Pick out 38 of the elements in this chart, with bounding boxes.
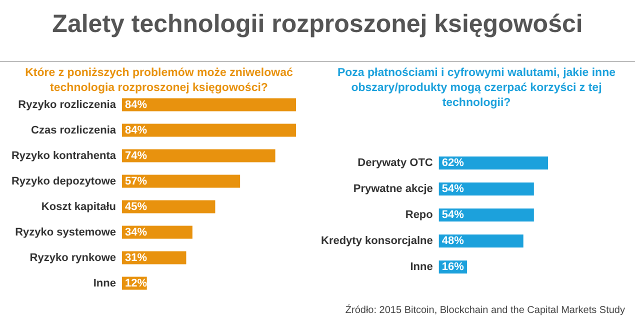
data-label: 54% bbox=[442, 183, 464, 195]
bar bbox=[122, 124, 296, 137]
y-tick-label: Ryzyko systemowe bbox=[15, 226, 116, 238]
y-tick-label: Ryzyko rozliczenia bbox=[18, 98, 117, 111]
bar bbox=[122, 98, 296, 112]
chart-title: Zalety technologii rozproszonej księgowości bbox=[51, 10, 584, 39]
chart-title: Poza płatnościami i cyfrowymi walutami, jakie inne obszary/produkty mogą czerpać korzyści z tej technologii? bbox=[336, 66, 616, 111]
data-label: 84% bbox=[125, 98, 148, 111]
data-label: 48% bbox=[442, 235, 464, 247]
data-label: 57% bbox=[125, 175, 148, 188]
chart-subtitle: Które z poniższych problemów może zniwelować technologia rozproszonej księgowości? bbox=[24, 66, 294, 96]
data-label: 31% bbox=[125, 252, 148, 264]
bar bbox=[438, 208, 534, 222]
y-tick-label: Derywaty OTC bbox=[358, 157, 433, 169]
bar bbox=[122, 200, 216, 214]
y-tick-label: Prywatne akcje bbox=[353, 183, 433, 195]
data-label: 74% bbox=[125, 150, 148, 162]
data-label: 45% bbox=[125, 200, 148, 213]
data-label: 84% bbox=[125, 124, 148, 136]
y-tick-label: Repo bbox=[405, 209, 434, 221]
y-tick-label: Ryzyko depozytowe bbox=[11, 175, 116, 188]
bar bbox=[438, 156, 548, 170]
bar bbox=[122, 149, 276, 162]
data-label: 54% bbox=[442, 209, 464, 221]
y-tick-label: Czas rozliczenia bbox=[31, 124, 117, 136]
bar bbox=[122, 174, 240, 188]
data-label: 34% bbox=[125, 226, 148, 238]
y-tick-label: Kredyty konsorcjalne bbox=[321, 235, 433, 247]
y-tick-label: Ryzyko kontrahenta bbox=[11, 150, 117, 162]
data-label: 12% bbox=[125, 277, 148, 290]
bar bbox=[438, 182, 534, 196]
data-label: 62% bbox=[442, 157, 464, 169]
y-tick-label: Koszt kapitału bbox=[41, 200, 116, 213]
data-label: 16% bbox=[442, 261, 464, 273]
y-tick-label: Inne bbox=[410, 261, 433, 273]
y-tick-label: Inne bbox=[93, 277, 116, 290]
y-tick-label: Ryzyko rynkowe bbox=[30, 252, 116, 264]
text: Źródło: 2015 Bitcoin, Blockchain and the Capital Markets Study bbox=[345, 305, 625, 316]
